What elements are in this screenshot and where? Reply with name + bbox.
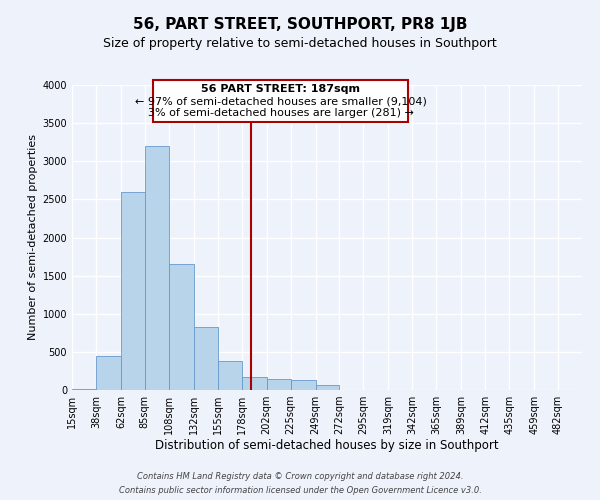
Bar (145, 146, 169, 390)
Bar (242, 377, 266, 390)
Text: 3% of semi-detached houses are larger (281) →: 3% of semi-detached houses are larger (2… (148, 108, 413, 118)
Text: 56, PART STREET, SOUTHPORT, PR8 1JB: 56, PART STREET, SOUTHPORT, PR8 1JB (133, 18, 467, 32)
Y-axis label: Number of semi-detached properties: Number of semi-detached properties (28, 134, 38, 340)
Text: Contains public sector information licensed under the Open Government Licence v3: Contains public sector information licen… (119, 486, 481, 495)
Bar (96, 356, 121, 390)
Text: Contains HM Land Registry data © Crown copyright and database right 2024.: Contains HM Land Registry data © Crown c… (137, 472, 463, 481)
FancyBboxPatch shape (153, 80, 408, 122)
Bar (266, 378, 290, 390)
Bar (72, 389, 96, 390)
Bar (218, 361, 242, 390)
Bar (169, 264, 194, 390)
Bar (316, 386, 340, 390)
Text: 56 PART STREET: 187sqm: 56 PART STREET: 187sqm (201, 84, 360, 94)
Text: ← 97% of semi-detached houses are smaller (9,104): ← 97% of semi-detached houses are smalle… (135, 97, 427, 107)
X-axis label: Distribution of semi-detached houses by size in Southport: Distribution of semi-detached houses by … (155, 438, 499, 452)
Bar (290, 380, 316, 390)
Bar (121, 192, 145, 390)
Bar (194, 328, 218, 390)
Text: Size of property relative to semi-detached houses in Southport: Size of property relative to semi-detach… (103, 38, 497, 51)
